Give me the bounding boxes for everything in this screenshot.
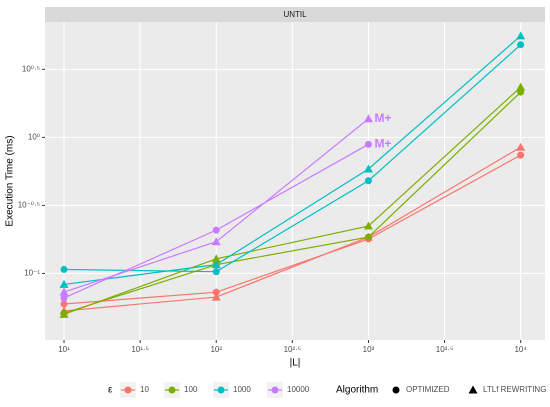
data-point (211, 292, 221, 301)
series-line (64, 44, 522, 273)
data-point (364, 177, 372, 185)
annotation: M+ (374, 137, 391, 151)
panel (45, 22, 545, 340)
data-point (517, 151, 525, 159)
legend-label: LTLf REWRITING (483, 385, 546, 394)
data-point (516, 82, 526, 91)
data-point (364, 140, 372, 148)
data-point (363, 164, 373, 173)
series-line (63, 154, 521, 305)
series-line (63, 35, 522, 286)
legend-key-point (468, 385, 478, 394)
data-point (212, 268, 220, 276)
data-point (363, 221, 373, 230)
x-tick-label: 10³ (363, 345, 375, 354)
x-tick-label: 10³·⁵ (436, 345, 454, 354)
data-point (363, 114, 373, 123)
x-tick-label: 10²·⁵ (284, 345, 302, 354)
legend-key-point (217, 386, 225, 394)
data-point (60, 300, 68, 308)
data-point (517, 41, 525, 49)
data-point (60, 294, 68, 302)
x-tick-label: 10¹·⁵ (131, 345, 149, 354)
y-axis-title: Execution Time (ms) (5, 135, 16, 226)
data-point (211, 254, 221, 263)
legend-key-point (392, 386, 400, 394)
series-line (63, 86, 522, 315)
legend-title: ε (108, 385, 113, 396)
data-point (60, 265, 68, 273)
x-tick-label: 10¹ (58, 345, 70, 354)
series-line (63, 146, 521, 312)
data-point (516, 31, 526, 40)
data-point (59, 287, 69, 296)
legend-title: Algorithm (336, 385, 378, 396)
data-point (211, 237, 221, 246)
data-point (364, 233, 372, 241)
legend-label: 10 (140, 385, 149, 394)
legend-key-point (271, 386, 279, 394)
data-point (212, 288, 220, 296)
legend-label: 1000 (233, 385, 251, 394)
x-tick-label: 10⁴ (514, 345, 527, 354)
legend-key-point (168, 386, 176, 394)
data-point (211, 260, 221, 269)
series-line (63, 91, 522, 314)
y-tick-label: 10⁰ (28, 132, 40, 141)
x-tick-label: 10² (210, 345, 222, 354)
legend-label: OPTIMIZED (406, 385, 450, 394)
data-point (59, 309, 69, 318)
strip (45, 7, 545, 22)
data-point (516, 142, 526, 151)
legend-key-point (124, 386, 132, 394)
y-tick-label: 10⁻¹ (24, 269, 40, 278)
annotation: M+ (374, 111, 391, 125)
legend-label: 100 (184, 385, 198, 394)
x-axis-title: |L| (290, 358, 301, 369)
strip-label: UNTIL (283, 10, 307, 19)
y-tick-label: 10⁻⁰·⁵ (18, 201, 40, 210)
y-tick-label: 10⁰·⁵ (22, 64, 40, 73)
legend-label: 10000 (287, 385, 310, 394)
data-point (212, 226, 220, 234)
data-point (59, 279, 69, 288)
